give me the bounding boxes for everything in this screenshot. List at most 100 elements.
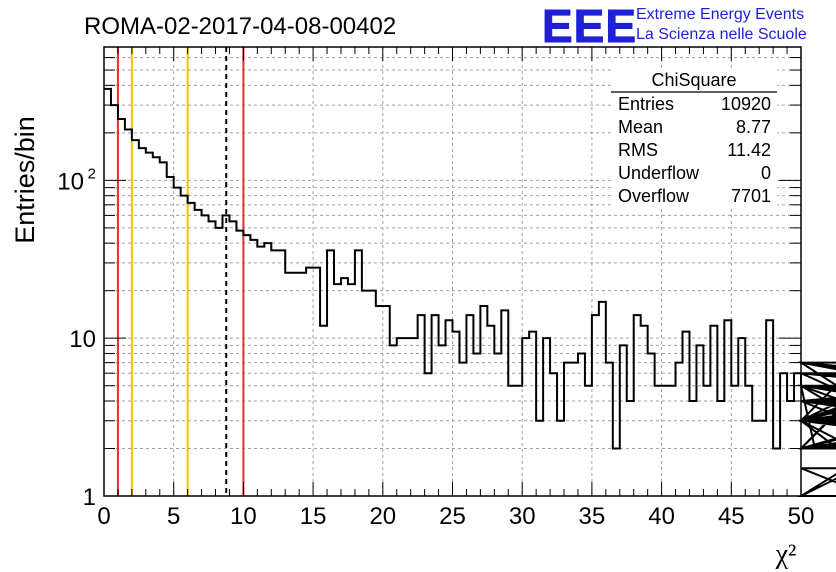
histogram-bin <box>724 320 731 496</box>
stats-box: ChiSquare Entries 10920 Mean 8.77 RMS 11.42 Un… <box>611 68 777 208</box>
histogram-bin <box>648 353 655 496</box>
histogram-bin <box>703 386 710 496</box>
histogram-bin <box>236 231 243 496</box>
histogram-bin <box>634 315 641 496</box>
eee-logo-line1: Extreme Energy Events <box>636 6 804 23</box>
histogram-bin <box>585 386 592 496</box>
histogram-bin <box>153 157 160 496</box>
histogram-bin <box>146 153 153 496</box>
histogram-bin <box>404 338 411 496</box>
histogram-bin <box>501 310 508 496</box>
y-tick-label: 10 <box>69 326 96 353</box>
histogram-bin <box>125 130 132 496</box>
reference-lines <box>116 47 245 496</box>
histogram-bin <box>459 363 466 496</box>
histogram-bin <box>606 363 613 496</box>
histogram-bin <box>432 315 439 496</box>
histogram-bin <box>759 421 766 496</box>
histogram-bin <box>355 250 362 496</box>
x-tick-label: 10 <box>230 503 257 530</box>
stats-row-label: RMS <box>618 140 658 160</box>
stats-box-bg <box>611 68 777 208</box>
stats-row-label: Underflow <box>618 163 700 183</box>
histogram-bin <box>243 235 250 496</box>
histogram-bin <box>411 338 418 496</box>
stats-row-value: 10920 <box>721 94 771 114</box>
histogram-bin <box>522 338 529 496</box>
histogram-bin <box>376 306 383 496</box>
histogram-bin <box>613 448 620 496</box>
x-tick-label: 25 <box>439 503 466 530</box>
histogram-bin <box>188 203 195 496</box>
histogram-bin <box>627 401 634 496</box>
histogram-bin <box>599 302 606 496</box>
histogram-bin <box>752 421 759 496</box>
histogram-bin <box>320 326 327 496</box>
histogram-bin <box>536 421 543 496</box>
x-tick-labels: 0 5 10 15 20 25 30 35 40 45 50 <box>97 503 814 530</box>
histogram-bin <box>655 386 662 496</box>
histogram-bin <box>780 373 787 496</box>
histogram-bin <box>676 363 683 496</box>
histogram-bin <box>195 210 202 496</box>
histogram-bin <box>578 353 585 496</box>
histogram-bin <box>202 215 209 496</box>
axis-ticks <box>103 46 802 497</box>
histogram-bin <box>299 273 306 496</box>
y-tick-exponent: 2 <box>88 165 96 182</box>
histogram-bin <box>425 373 432 496</box>
histogram-bin <box>209 221 216 496</box>
stats-rows: Entries 10920 Mean 8.77 RMS 11.42 Underflow 0 Ov… <box>618 94 771 206</box>
histogram-bin <box>683 332 690 496</box>
histogram-bin <box>550 373 557 496</box>
stats-box-title: ChiSquare <box>651 70 736 90</box>
histogram-bin <box>487 326 494 496</box>
histogram-bin <box>473 353 480 496</box>
histogram-bin <box>773 448 780 496</box>
histogram-bin <box>418 315 425 496</box>
x-tick-label: 50 <box>788 503 815 530</box>
x-tick-label: 30 <box>509 503 536 530</box>
histogram-bin <box>397 338 404 496</box>
histogram-bin <box>111 105 118 496</box>
eee-logo: EEE Extreme Energy Events La Scienza nel… <box>542 0 807 53</box>
histogram-bin <box>383 306 390 496</box>
stats-row-value: 0 <box>761 163 771 183</box>
histogram-bin <box>480 306 487 496</box>
x-tick-label: 0 <box>97 503 110 530</box>
histogram-bin <box>557 421 564 496</box>
histogram-bin <box>738 338 745 496</box>
histogram-bin <box>327 250 334 496</box>
histogram-bin <box>362 291 369 496</box>
histogram-bin <box>571 363 578 496</box>
eee-logo-line2: La Scienza nelle Scuole <box>636 26 807 43</box>
histogram-bin <box>292 273 299 496</box>
histogram-bars <box>104 87 836 497</box>
stats-row-value: 7701 <box>731 186 771 206</box>
histogram-bin <box>174 188 181 496</box>
stats-row-value: 8.77 <box>736 117 771 137</box>
histogram-bin <box>466 315 473 496</box>
histogram-bin <box>139 148 146 496</box>
x-axis-title: χ² <box>775 539 797 570</box>
stats-row-value: 11.42 <box>727 140 771 160</box>
histogram-bin <box>745 386 752 496</box>
histogram-bin <box>369 291 376 496</box>
histogram-bin <box>257 247 264 496</box>
histogram-bin <box>118 119 125 496</box>
histogram-bin <box>181 196 188 496</box>
histogram-bin <box>696 345 703 496</box>
histogram-bin <box>592 315 599 496</box>
histogram-bin <box>390 345 397 496</box>
y-axis-title: Entries/bin <box>10 116 40 244</box>
histogram-bin <box>689 401 696 496</box>
histogram-outline <box>104 87 836 497</box>
histogram-bin <box>306 268 313 496</box>
y-tick-label: 1 <box>83 484 96 511</box>
histogram-bin <box>160 162 167 496</box>
x-tick-label: 45 <box>718 503 745 530</box>
histogram-bin <box>348 284 355 496</box>
histogram-bin <box>494 353 501 496</box>
x-tick-label: 15 <box>300 503 327 530</box>
